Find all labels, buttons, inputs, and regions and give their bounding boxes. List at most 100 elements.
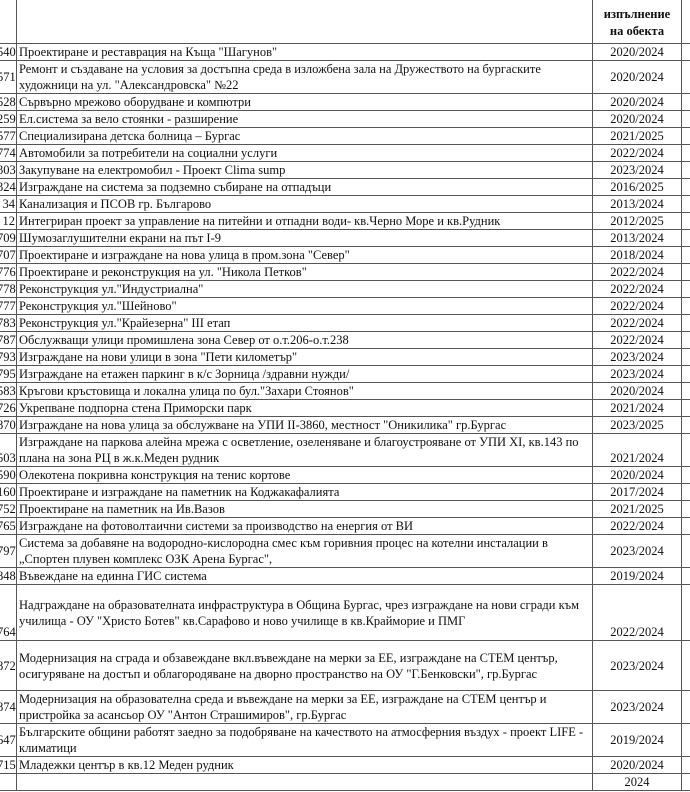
row-year-cell: 2023/2025 xyxy=(592,416,682,434)
row-description-cell: Въвеждане на единна ГИС система xyxy=(16,567,593,585)
row-year-cell: 2023/2024 xyxy=(592,640,682,691)
row-description-cell: Укрепване подпорна стена Приморски парк xyxy=(16,399,593,417)
row-extra-cell xyxy=(681,60,690,94)
row-description-cell: Изграждане на етажен паркинг в к/с Зорни… xyxy=(16,365,593,383)
row-year-cell: 2023/2024 xyxy=(592,690,682,724)
row-number-cell: 540 xyxy=(0,43,17,61)
table-row: 590Олекотена покривна конструкция на тен… xyxy=(0,466,690,484)
table-row: 324Изграждане на система за подземно съб… xyxy=(0,178,690,196)
row-number-cell: 528 xyxy=(0,93,17,111)
row-extra-cell xyxy=(681,584,690,641)
table-row: 715Младежки център в кв.12 Меден рудник2… xyxy=(0,756,690,774)
row-number-cell: 764 xyxy=(0,584,17,641)
table-row: 872 Модернизация на сграда и обзавеждане… xyxy=(0,640,690,691)
row-extra-cell xyxy=(681,399,690,417)
row-number-cell: 303 xyxy=(0,161,17,179)
table-row: 34 Канализация и ПСОВ гр. Българово 2013/2… xyxy=(0,195,690,213)
row-extra-cell xyxy=(681,483,690,501)
row-extra-cell xyxy=(681,382,690,400)
row-extra-cell xyxy=(681,297,690,315)
table-row: 774Автомобили за потребители на социални… xyxy=(0,144,690,162)
row-extra-cell xyxy=(681,280,690,298)
row-year-cell: 2020/2024 xyxy=(592,466,682,484)
row-year-cell: 2022/2024 xyxy=(592,297,682,315)
row-description-cell: Изграждане на нова улица за обслужване н… xyxy=(16,416,593,434)
row-year-cell: 2021/2024 xyxy=(592,433,682,467)
row-description-cell: Надграждане на образователната инфрастру… xyxy=(16,584,593,641)
header-year-cell: изпълнение на обекта xyxy=(592,0,682,44)
row-number-cell: 765 xyxy=(0,517,17,535)
row-extra-cell xyxy=(681,93,690,111)
row-extra-cell xyxy=(681,365,690,383)
row-number-cell: 872 xyxy=(0,640,17,691)
row-number-cell: 774 xyxy=(0,144,17,162)
row-year-cell: 2017/2024 xyxy=(592,483,682,501)
row-year-cell: 2022/2024 xyxy=(592,584,682,641)
row-year-cell: 2013/2024 xyxy=(592,229,682,247)
row-description-cell: Модернизация на образователна среда и въ… xyxy=(16,690,593,724)
row-extra-cell xyxy=(681,178,690,196)
row-extra-cell xyxy=(681,500,690,518)
header-extra-cell xyxy=(681,0,690,44)
header-number-cell xyxy=(0,0,17,44)
row-extra-cell xyxy=(681,433,690,467)
row-number-cell: 583 xyxy=(0,382,17,400)
header-description-cell xyxy=(16,0,593,44)
row-year-cell: 2020/2024 xyxy=(592,382,682,400)
row-number-cell: 797 xyxy=(0,534,17,568)
row-year-cell: 2021/2025 xyxy=(592,127,682,145)
row-number-cell: 259 xyxy=(0,110,17,128)
table-row: 259Ел.система за вело стоянки - разширен… xyxy=(0,110,690,128)
row-extra-cell xyxy=(681,144,690,162)
row-number-cell: 795 xyxy=(0,365,17,383)
row-year-cell: 2020/2024 xyxy=(592,110,682,128)
row-description-cell: Изграждане на система за подземно събира… xyxy=(16,178,593,196)
row-description-cell: Закупуване на електромобил - Проект Clim… xyxy=(16,161,593,179)
row-year-cell: 2023/2024 xyxy=(592,348,682,366)
row-description-cell: Автомобили за потребители на социални ус… xyxy=(16,144,593,162)
row-description-cell: Кръгови кръстовища и локална улица по бу… xyxy=(16,382,593,400)
row-description-cell: Канализация и ПСОВ гр. Българово xyxy=(16,195,593,213)
row-extra-cell xyxy=(681,723,690,757)
row-description-cell: Проектиране и изграждане на нова улица в… xyxy=(16,246,593,264)
table-row: 776Проектиране и реконструкция на ул. "Н… xyxy=(0,263,690,281)
row-number-cell: 777 xyxy=(0,297,17,315)
table-row: 797Система за добавяне на водородно-кисл… xyxy=(0,534,690,568)
table-row: 540Проектиране и реставрация на Къща "Ша… xyxy=(0,43,690,61)
row-year-cell: 2022/2024 xyxy=(592,280,682,298)
row-description-cell: Сървърно мрежово оборудване и компютри xyxy=(16,93,593,111)
row-description-cell: Ремонт и създаване на условия за достъпн… xyxy=(16,60,593,94)
table-row: 783Реконструкция ул."Крайезерна" III ета… xyxy=(0,314,690,332)
table-row: 777Реконструкция ул."Шейново"2022/2024 xyxy=(0,297,690,315)
row-extra-cell xyxy=(681,416,690,434)
row-description-cell: Проектиране и изграждане на паметник на … xyxy=(16,483,593,501)
row-number-cell: 34 xyxy=(0,195,17,213)
row-description-cell: Проектиране и реставрация на Къща "Шагун… xyxy=(16,43,593,61)
row-description-cell: Ел.система за вело стоянки - разширение xyxy=(16,110,593,128)
row-description-cell: Реконструкция ул."Индустриална" xyxy=(16,280,593,298)
row-extra-cell xyxy=(681,534,690,568)
row-description-cell: Шумозаглушителни екрани на път I-9 xyxy=(16,229,593,247)
row-year-cell: 2023/2024 xyxy=(592,161,682,179)
row-number-cell: 776 xyxy=(0,263,17,281)
row-extra-cell xyxy=(681,640,690,691)
table-row: 709Шумозаглушителни екрани на път I-9201… xyxy=(0,229,690,247)
row-extra-cell xyxy=(681,161,690,179)
table-row: 874Модернизация на образователна среда и… xyxy=(0,690,690,724)
row-year-cell: 2024 xyxy=(592,773,682,791)
row-description-cell: Проектиране на паметник на Ив.Вазов xyxy=(16,500,593,518)
row-year-cell: 2023/2024 xyxy=(592,365,682,383)
table-row: 765Изграждане на фотоволтаични системи з… xyxy=(0,517,690,535)
header-year-line1: изпълнение xyxy=(603,7,671,21)
row-year-cell: 2012/2025 xyxy=(592,212,682,230)
row-description-cell: Интегриран проект за управление на питей… xyxy=(16,212,593,230)
table-row: 647Българските общини работят заедно за … xyxy=(0,723,690,757)
row-extra-cell xyxy=(681,331,690,349)
row-description-cell: Модернизация на сграда и обзавеждане вкл… xyxy=(16,640,593,691)
table-row: 726Укрепване подпорна стена Приморски па… xyxy=(0,399,690,417)
row-number-cell: 12 xyxy=(0,212,17,230)
row-year-cell: 2020/2024 xyxy=(592,60,682,94)
row-year-cell: 2016/2025 xyxy=(592,178,682,196)
